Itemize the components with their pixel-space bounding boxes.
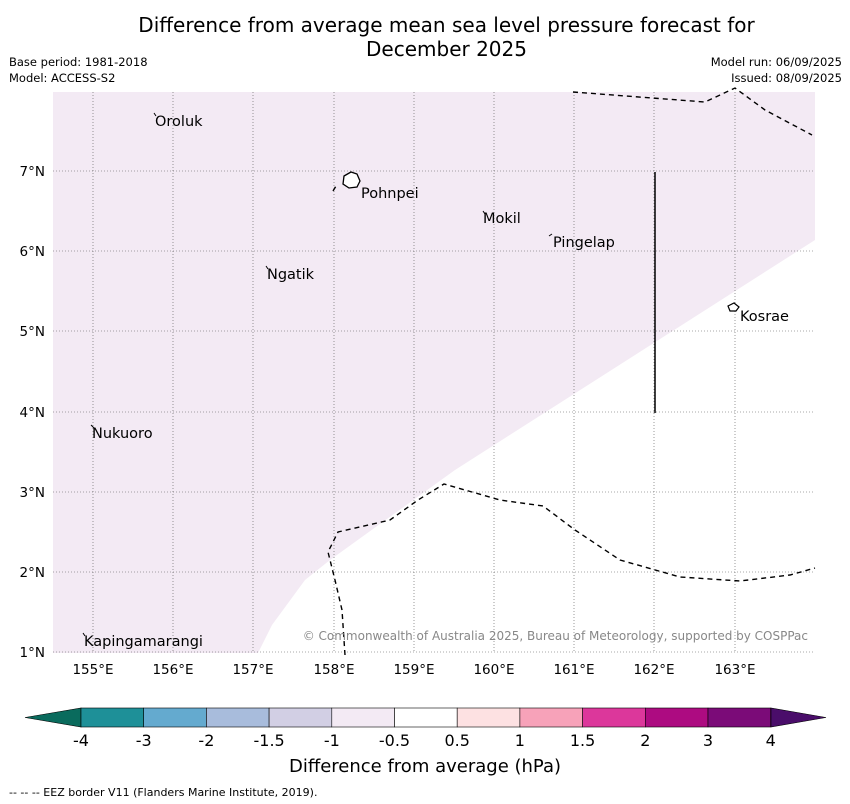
kosrae-island <box>727 302 740 312</box>
colorbar-tick-label: -4 <box>73 731 89 750</box>
colorbar: -4 -3 -2 -1.5 -1 -0.5 0.5 1 1.5 2 3 4 Difference fr… <box>24 707 827 777</box>
title-line-2: December 2025 <box>366 37 527 61</box>
pohnpei-island <box>342 171 361 189</box>
colorbar-min-extension <box>24 707 82 728</box>
colorbar-segment <box>331 707 395 728</box>
place-labels: Oroluk Pohnpei Mokil Pingelap Ngatik Kos… <box>84 114 789 650</box>
lat-label: 1°N <box>20 645 45 661</box>
model-name: Model: ACCESS-S2 <box>9 71 116 85</box>
latitude-labels: 7°N 6°N 5°N 4°N 3°N 2°N 1°N <box>20 164 45 661</box>
colorbar-segment <box>456 707 521 728</box>
lon-label: 157°E <box>232 662 273 678</box>
colorbar-tick-label: 1 <box>515 731 525 750</box>
colorbar-tick-label: -1 <box>324 731 340 750</box>
colorbar-title: Difference from average (hPa) <box>289 756 561 777</box>
atoll-markers <box>82 112 553 637</box>
map-title: Difference from average mean sea level p… <box>0 13 850 61</box>
base-period: Base period: 1981-2018 <box>9 55 148 69</box>
place-label-nukuoro: Nukuoro <box>92 426 153 442</box>
colorbar-tick-label: -0.5 <box>379 731 410 750</box>
colorbar-tick-label: 4 <box>766 731 776 750</box>
colorbar-segment <box>519 707 583 728</box>
colorbar-segment <box>80 707 145 728</box>
eez-source-note: -- -- -- EEZ border V11 (Flanders Marine… <box>9 786 318 799</box>
colorbar-tick-label: 0.5 <box>444 731 469 750</box>
colorbar-segment <box>582 707 646 728</box>
colorbar-max-extension <box>770 707 827 728</box>
place-label-kapingamarangi: Kapingamarangi <box>84 634 203 650</box>
colorbar-segment <box>707 707 772 728</box>
lon-label: 155°E <box>72 662 113 678</box>
colorbar-segment <box>268 707 333 728</box>
colorbar-tick-label: -3 <box>136 731 152 750</box>
place-label-kosrae: Kosrae <box>740 309 789 325</box>
lon-label: 163°E <box>714 662 755 678</box>
lat-label: 7°N <box>20 164 45 180</box>
place-label-pingelap: Pingelap <box>553 235 615 251</box>
model-info: Base period: 1981-2018 Model: ACCESS-S2 <box>9 54 148 86</box>
place-label-pohnpei: Pohnpei <box>361 186 419 202</box>
colorbar-segment <box>394 707 458 728</box>
graticule <box>53 92 815 653</box>
lon-label: 158°E <box>313 662 354 678</box>
colorbar-segment <box>143 707 207 728</box>
lon-label: 161°E <box>553 662 594 678</box>
model-run: Model run: 06/09/2025 <box>710 55 842 69</box>
longitude-labels: 155°E 156°E 157°E 158°E 159°E 160°E 161°… <box>72 662 755 678</box>
colorbar-segment <box>206 707 270 728</box>
lat-label: 5°N <box>20 324 45 340</box>
lon-label: 160°E <box>473 662 514 678</box>
colorbar-tick-label: -1.5 <box>253 731 284 750</box>
title-line-1: Difference from average mean sea level p… <box>138 13 755 37</box>
place-label-mokil: Mokil <box>483 211 521 227</box>
lon-label: 162°E <box>633 662 674 678</box>
lon-label: 156°E <box>152 662 193 678</box>
colorbar-tick-label: 3 <box>703 731 713 750</box>
colorbar-tick-label: 1.5 <box>570 731 595 750</box>
lat-label: 3°N <box>20 485 45 501</box>
colorbar-tick-label: -2 <box>198 731 214 750</box>
run-info: Model run: 06/09/2025 Issued: 08/09/2025 <box>711 54 842 86</box>
shaded-anomaly-region <box>53 92 815 653</box>
lon-label: 159°E <box>393 662 434 678</box>
colorbar-segment <box>644 707 709 728</box>
lat-label: 6°N <box>20 244 45 260</box>
colorbar-tick-label: 2 <box>640 731 650 750</box>
issued-date: Issued: 08/09/2025 <box>731 71 842 85</box>
lat-label: 2°N <box>20 565 45 581</box>
place-label-oroluk: Oroluk <box>155 114 203 130</box>
eez-border <box>327 87 816 656</box>
lat-label: 4°N <box>20 405 45 421</box>
copyright-notice: © Commonwealth of Australia 2025, Bureau… <box>303 629 808 643</box>
place-label-ngatik: Ngatik <box>267 267 315 283</box>
